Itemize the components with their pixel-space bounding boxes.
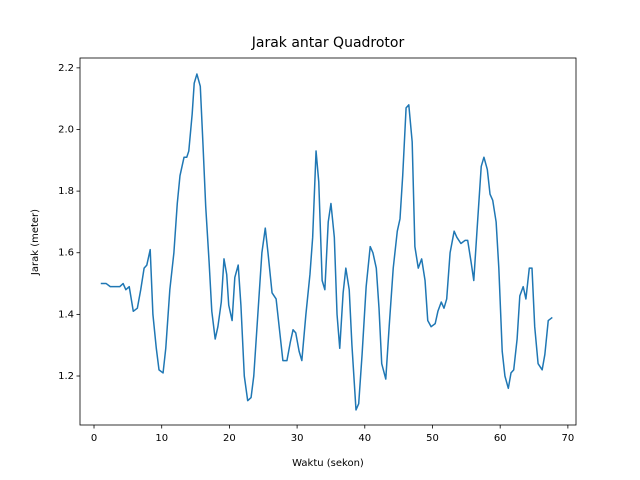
x-tick-label: 20	[223, 433, 236, 444]
x-axis-label: Waktu (sekon)	[292, 458, 364, 469]
x-tick-label: 50	[426, 433, 439, 444]
y-tick-label: 1.6	[58, 248, 74, 259]
x-tick-label: 60	[494, 433, 507, 444]
y-tick-label: 2.2	[58, 63, 74, 74]
y-tick-label: 2.0	[58, 124, 74, 135]
chart-title: Jarak antar Quadrotor	[251, 35, 405, 51]
x-tick-label: 30	[291, 433, 304, 444]
plot-frame	[79, 57, 577, 426]
y-tick-label: 1.8	[58, 186, 74, 197]
x-tick-label: 40	[358, 433, 371, 444]
y-axis-label: Jarak (meter)	[30, 209, 41, 276]
x-tick-label: 70	[562, 433, 575, 444]
y-tick-label: 1.4	[58, 309, 74, 320]
data-line	[100, 73, 553, 411]
x-tick-label: 0	[91, 433, 97, 444]
y-tick-label: 1.2	[58, 371, 74, 382]
x-tick-label: 10	[155, 433, 168, 444]
